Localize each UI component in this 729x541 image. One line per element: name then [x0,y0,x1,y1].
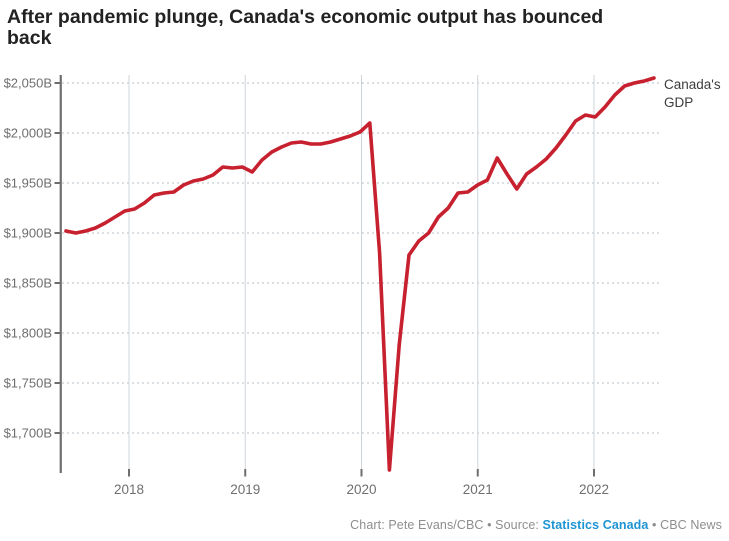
series-label-line1: Canada's [664,77,721,92]
x-tick-label: 2022 [579,482,609,497]
x-tick-label: 2020 [346,482,376,497]
y-axis-ticks [54,82,61,434]
source-link[interactable]: Statistics Canada [542,518,649,532]
x-axis-ticks [128,469,595,477]
y-tick-label: $1,800B [4,326,52,341]
x-tick-label: 2018 [114,482,144,497]
chart-title: After pandemic plunge, Canada's economic… [7,6,604,49]
y-tick-label: $1,950B [4,176,52,191]
gdp-line-series [64,76,656,472]
y-tick-label: $2,000B [4,126,52,141]
x-tick-label: 2019 [230,482,260,497]
attribution-footer: Chart: Pete Evans/CBC • Source: Statisti… [0,518,722,532]
y-tick-label: $1,900B [4,226,52,241]
y-tick-label: $1,700B [4,426,52,441]
series-label-line2: GDP [664,95,693,110]
x-tick-label: 2021 [463,482,493,497]
y-tick-label: $1,750B [4,376,52,391]
y-tick-label: $2,050B [4,76,52,91]
gdp-line-chart: $1,700B $1,750B $1,800B $1,850B $1,900B $1,95… [4,75,721,497]
x-axis-labels: 2018 2019 2020 2021 2022 [114,482,609,497]
x-gridlines [128,75,595,473]
footer-chart-credit: Chart: Pete Evans/CBC • Source: [350,518,543,532]
y-tick-label: $1,850B [4,276,52,291]
footer-byline: • CBC News [648,518,722,532]
y-axis-labels: $1,700B $1,750B $1,800B $1,850B $1,900B $1,95… [4,76,52,441]
